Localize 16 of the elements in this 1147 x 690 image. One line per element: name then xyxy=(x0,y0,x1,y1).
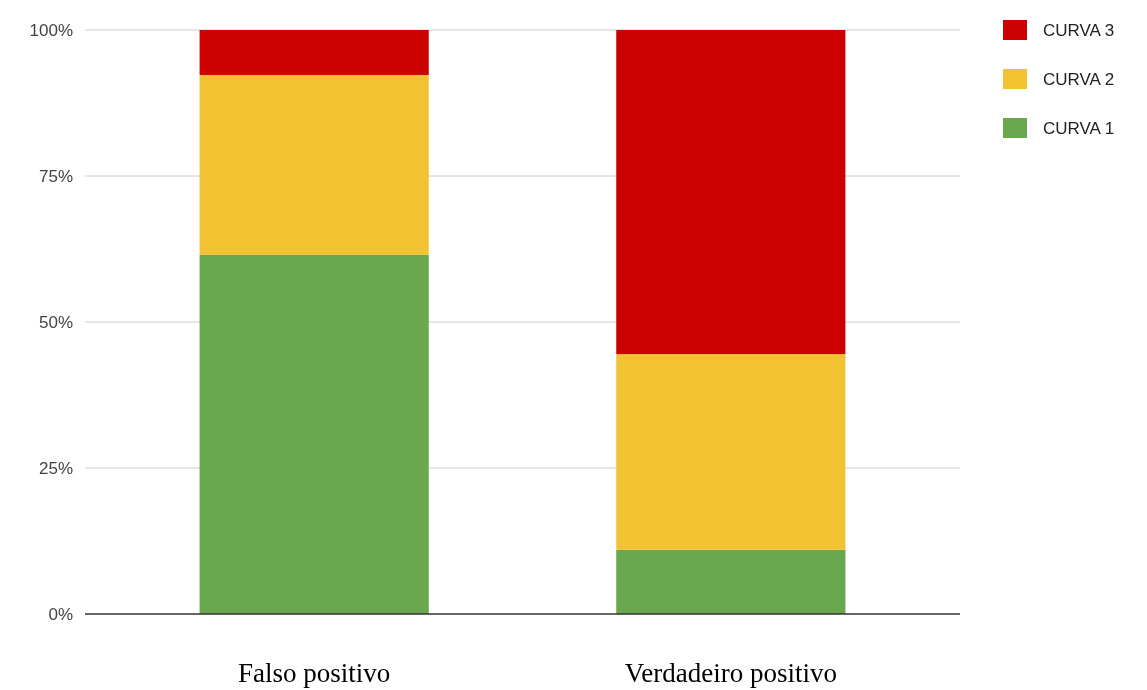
legend-label: CURVA 1 xyxy=(1043,118,1115,138)
bar xyxy=(199,254,429,614)
x-tick-label: Falso positivo xyxy=(238,658,391,688)
y-tick-label: 0% xyxy=(48,604,73,624)
y-tick-label: 100% xyxy=(29,20,73,40)
y-tick-label: 75% xyxy=(38,166,73,186)
x-tick-label: Verdadeiro positivo xyxy=(624,658,837,688)
bar xyxy=(616,30,846,355)
bar xyxy=(199,74,429,255)
y-tick-label: 50% xyxy=(38,312,73,332)
y-tick-label: 25% xyxy=(38,458,73,478)
legend-label: CURVA 2 xyxy=(1043,69,1115,89)
bar xyxy=(616,354,846,550)
bar xyxy=(199,30,429,75)
bar xyxy=(616,549,846,614)
legend-label: CURVA 3 xyxy=(1043,20,1115,40)
